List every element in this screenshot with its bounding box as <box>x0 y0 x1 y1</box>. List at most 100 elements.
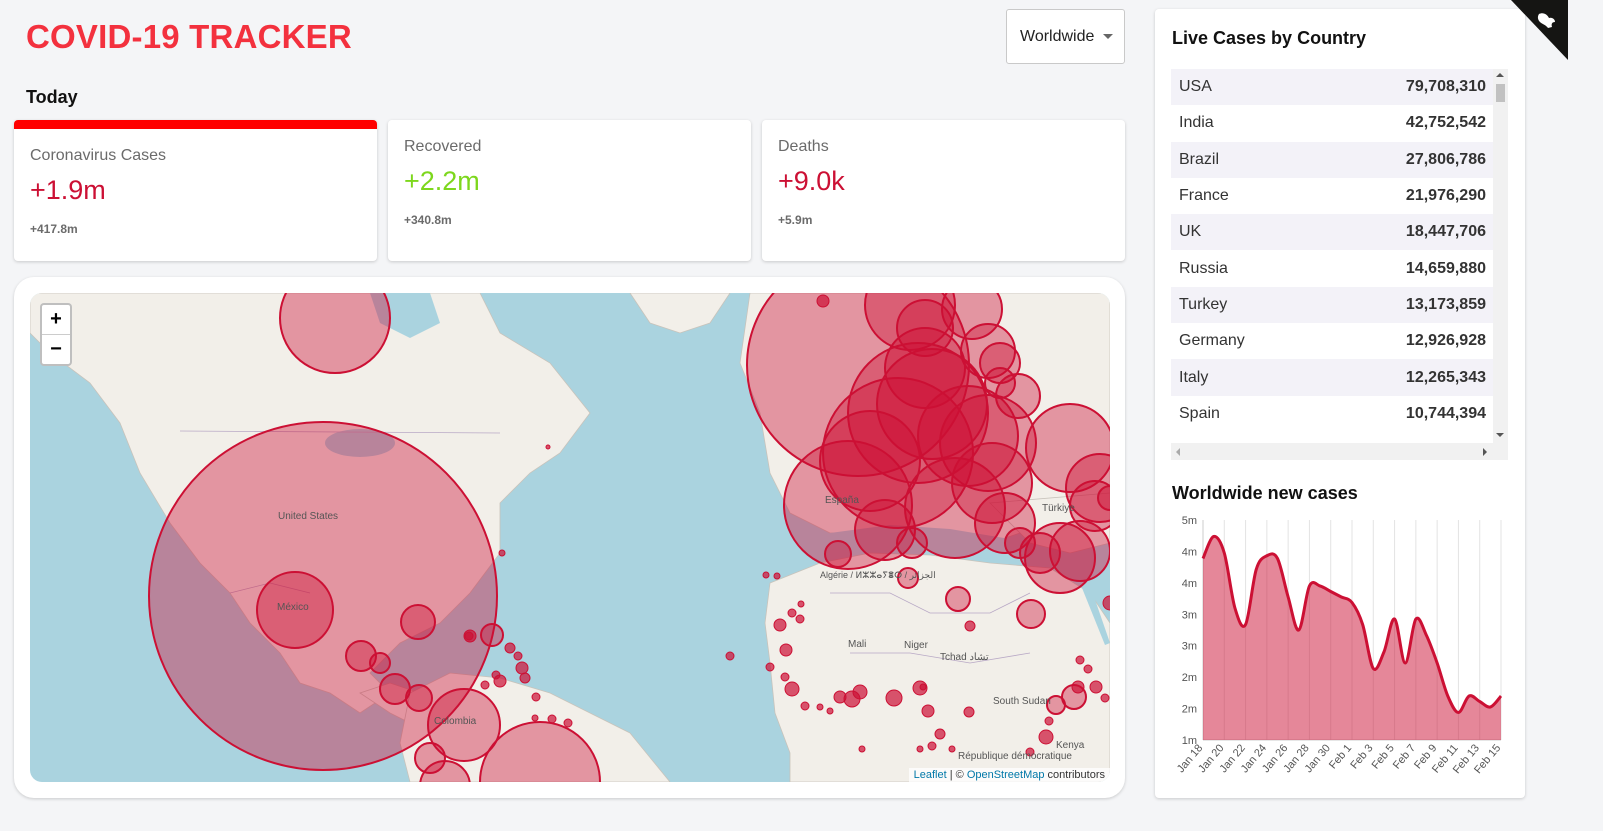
case-circle[interactable] <box>765 662 775 672</box>
case-circle[interactable] <box>852 684 868 700</box>
country-select[interactable]: Worldwide <box>1006 9 1125 64</box>
case-circle[interactable] <box>1049 520 1110 582</box>
case-circle[interactable] <box>1025 747 1035 757</box>
case-circle[interactable] <box>779 643 793 657</box>
case-circle[interactable] <box>816 703 824 711</box>
case-circle[interactable] <box>531 714 539 722</box>
case-circle[interactable] <box>531 692 541 702</box>
case-circle[interactable] <box>1038 729 1054 745</box>
case-circle[interactable] <box>885 689 903 707</box>
case-circle[interactable] <box>1083 664 1093 674</box>
case-circle[interactable] <box>1025 403 1110 493</box>
case-circle[interactable] <box>780 672 790 682</box>
case-circle[interactable] <box>795 614 805 624</box>
case-circle[interactable] <box>256 571 334 649</box>
case-circle[interactable] <box>1065 453 1110 523</box>
stat-card-deaths[interactable]: Deaths +9.0k +5.9m <box>762 120 1125 261</box>
case-circle[interactable] <box>787 608 797 618</box>
case-circle[interactable] <box>480 680 490 690</box>
case-circle[interactable] <box>824 540 852 568</box>
case-circle[interactable] <box>919 683 927 691</box>
case-circle[interactable] <box>504 642 516 654</box>
case-circle[interactable] <box>369 652 391 674</box>
case-circle[interactable] <box>1016 599 1046 629</box>
case-circle[interactable] <box>1097 485 1110 511</box>
leaflet-link[interactable]: Leaflet <box>913 769 947 781</box>
scroll-down-icon[interactable] <box>1496 433 1504 437</box>
case-circle[interactable] <box>400 604 436 640</box>
case-circle[interactable] <box>545 444 551 450</box>
case-circle[interactable] <box>1044 716 1054 726</box>
case-circle[interactable] <box>480 623 504 647</box>
case-circle[interactable] <box>896 527 928 559</box>
case-circle[interactable] <box>995 373 1041 419</box>
case-circle[interactable] <box>897 567 919 589</box>
scroll-right-icon[interactable] <box>1483 448 1487 456</box>
case-circle[interactable] <box>1089 680 1103 694</box>
case-circle[interactable] <box>916 745 924 753</box>
scrollbar-thumb[interactable] <box>1496 84 1505 102</box>
case-circle[interactable] <box>974 492 1036 554</box>
case-circle[interactable] <box>515 661 529 675</box>
case-circle[interactable] <box>773 572 781 580</box>
scroll-up-icon[interactable] <box>1496 73 1504 77</box>
case-circle[interactable] <box>858 745 866 753</box>
case-circle[interactable] <box>563 718 573 728</box>
case-circle[interactable] <box>819 410 921 512</box>
world-map[interactable]: United States México Colombia Mali Niger… <box>30 293 1110 782</box>
case-circle[interactable] <box>414 742 446 774</box>
case-circle[interactable] <box>864 293 956 351</box>
case-circle[interactable] <box>951 442 1033 524</box>
case-circle[interactable] <box>921 704 935 718</box>
horizontal-scrollbar[interactable] <box>1171 443 1508 460</box>
case-circle[interactable] <box>1075 655 1085 665</box>
case-circle[interactable] <box>963 706 975 718</box>
case-circle[interactable] <box>464 631 474 641</box>
case-circle[interactable] <box>904 457 1006 559</box>
github-corner-icon[interactable] <box>1511 0 1568 60</box>
zoom-in-button[interactable]: + <box>50 308 62 330</box>
case-circle[interactable] <box>854 499 916 561</box>
case-circle[interactable] <box>427 688 501 762</box>
case-circle[interactable] <box>800 701 810 711</box>
case-circle[interactable] <box>784 681 800 697</box>
case-circle[interactable] <box>1071 680 1085 694</box>
case-circle[interactable] <box>491 670 501 680</box>
case-circle[interactable] <box>1100 693 1110 703</box>
case-circle[interactable] <box>945 586 971 612</box>
case-circle[interactable] <box>345 640 377 672</box>
case-circle[interactable] <box>964 620 976 632</box>
case-circle[interactable] <box>419 760 471 782</box>
case-circle[interactable] <box>1102 595 1110 611</box>
case-circle[interactable] <box>762 571 770 579</box>
case-circle[interactable] <box>773 618 787 632</box>
vertical-scrollbar[interactable] <box>1493 69 1508 443</box>
case-circle[interactable] <box>1069 480 1110 532</box>
case-circle[interactable] <box>547 714 557 724</box>
case-circle[interactable] <box>941 293 1003 340</box>
osm-link[interactable]: OpenStreetMap <box>966 769 1045 781</box>
live-cases-table[interactable]: USA 79,708,310 India 42,752,542 Brazil 27,806… <box>1171 69 1508 460</box>
case-circle[interactable] <box>816 294 830 308</box>
scroll-left-icon[interactable] <box>1176 448 1180 456</box>
case-circle[interactable] <box>725 651 735 661</box>
case-circle[interactable] <box>279 293 391 374</box>
case-circle[interactable] <box>876 348 988 460</box>
case-circle[interactable] <box>826 707 834 715</box>
case-circle[interactable] <box>927 741 937 751</box>
case-circle[interactable] <box>934 728 946 740</box>
case-circle[interactable] <box>479 721 601 782</box>
case-circle[interactable] <box>822 377 974 529</box>
x-tick-label: Feb 3 <box>1348 742 1375 771</box>
case-circle[interactable] <box>405 684 433 712</box>
case-circle[interactable] <box>148 421 498 771</box>
stat-card-cases[interactable]: Coronavirus Cases +1.9m +417.8m <box>14 120 377 261</box>
zoom-out-button[interactable]: − <box>42 334 70 363</box>
case-circle[interactable] <box>797 600 805 608</box>
case-circle[interactable] <box>498 549 506 557</box>
case-circle[interactable] <box>519 672 531 684</box>
case-circle[interactable] <box>513 651 523 661</box>
case-circle[interactable] <box>948 745 956 753</box>
stat-card-recovered[interactable]: Recovered +2.2m +340.8m <box>388 120 751 261</box>
case-circle[interactable] <box>1019 532 1061 574</box>
